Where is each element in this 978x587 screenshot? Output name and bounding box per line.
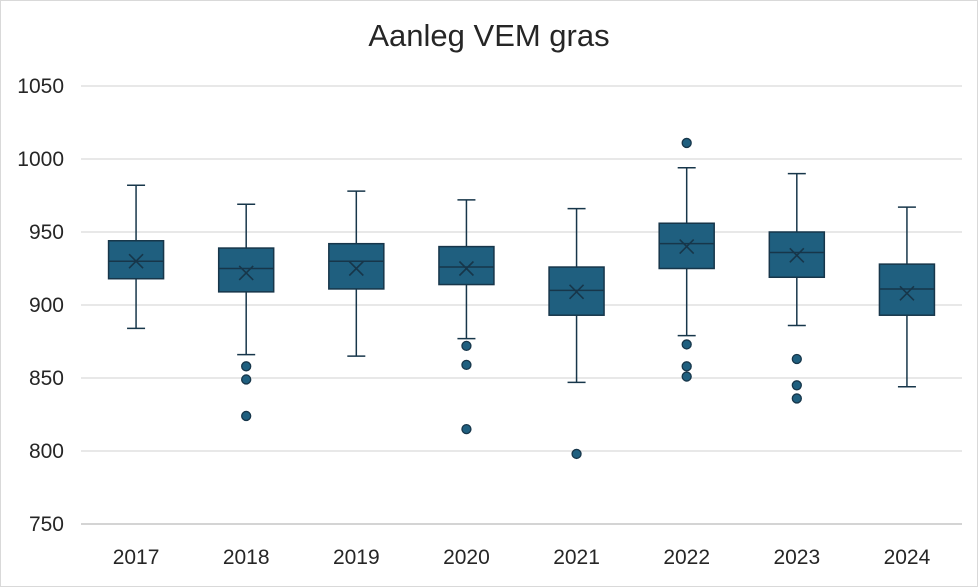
mean-marker [789,247,805,263]
y-tick-label: 950 [29,221,64,244]
outlier-point [461,359,472,371]
y-tick-label: 900 [29,294,64,317]
y-tick-label: 850 [29,367,64,390]
x-tick-label: 2020 [443,546,490,569]
mean-marker [238,265,254,281]
outlier-point [571,448,582,460]
x-tick-label: 2023 [773,546,820,569]
outlier-point [791,393,802,404]
outlier-point [241,374,252,385]
outlier-point [791,380,802,391]
x-tick-label: 2017 [113,546,160,569]
outlier-point [241,410,252,422]
y-tick-label: 750 [29,513,64,536]
box-iqr [217,247,275,293]
mean-marker [458,260,475,277]
outlier-point [681,137,692,149]
mean-marker [348,260,364,277]
mean-marker [568,284,585,300]
outlier-point [791,353,802,365]
box-iqr [438,245,495,286]
chart-title: Aanleg VEM gras [368,18,610,53]
x-tick-label: 2021 [553,546,600,569]
mean-marker [899,285,915,301]
outlier-point [681,339,692,350]
x-tick-label: 2018 [223,546,270,569]
mean-marker [679,239,695,255]
outlier-point [681,371,692,382]
y-tick-label: 800 [29,440,64,463]
mean-marker [128,253,144,269]
x-tick-label: 2019 [333,546,380,569]
y-tick-label: 1000 [17,148,64,171]
outlier-point [241,361,252,372]
y-tick-label: 1050 [17,75,64,98]
x-tick-label: 2024 [884,546,931,569]
box-iqr [328,242,385,290]
outlier-point [461,340,472,352]
outlier-point [681,361,692,372]
outlier-point [461,423,472,435]
x-tick-label: 2022 [663,546,710,569]
box-iqr [107,240,165,280]
